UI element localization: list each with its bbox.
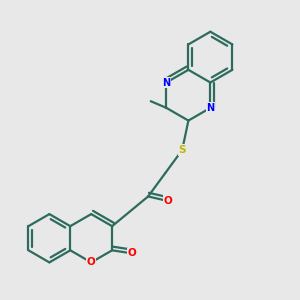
Text: O: O (164, 196, 172, 206)
Text: O: O (87, 257, 96, 267)
Text: N: N (206, 103, 214, 113)
Text: N: N (162, 77, 170, 88)
Text: O: O (128, 248, 136, 258)
Text: S: S (178, 145, 186, 155)
